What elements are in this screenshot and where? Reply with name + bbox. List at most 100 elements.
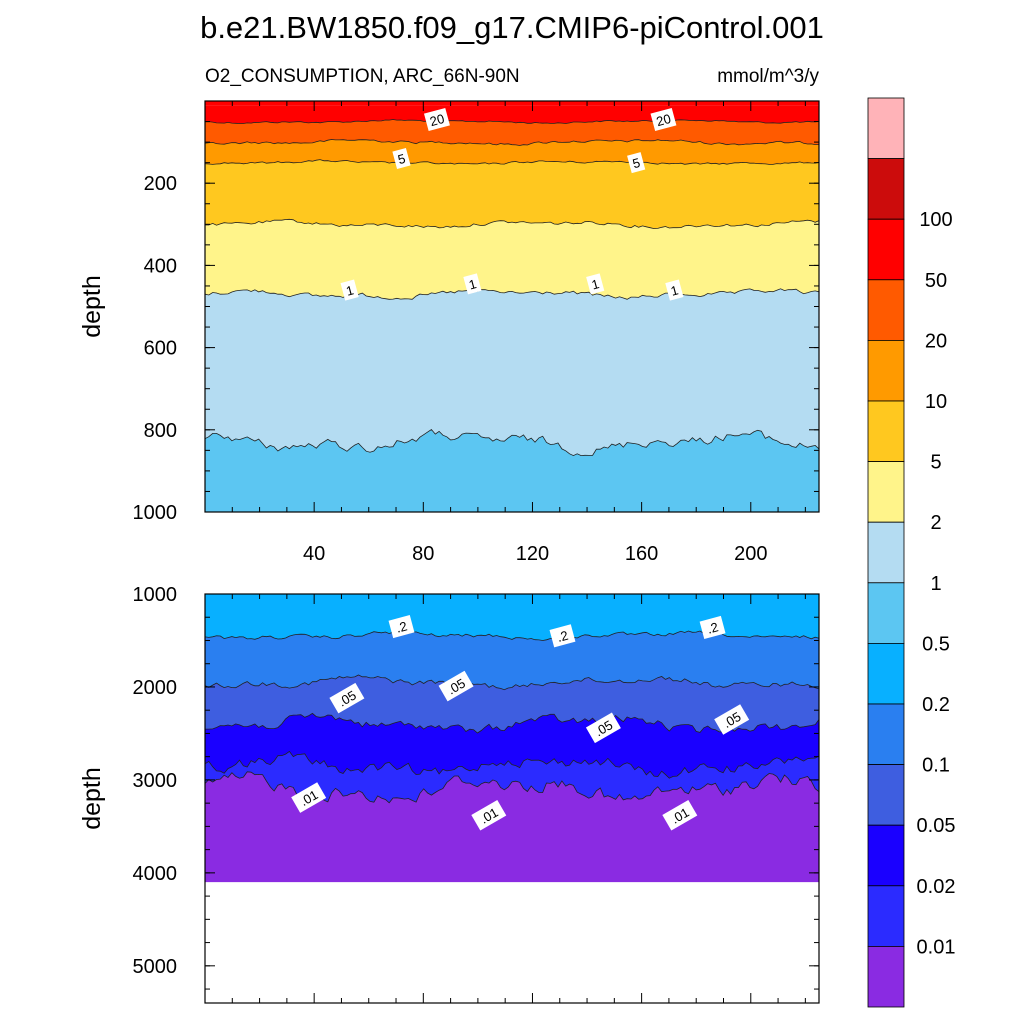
x-tick-label: 40 — [303, 543, 325, 565]
contour-label-box — [329, 682, 365, 714]
contour-label-box — [424, 107, 450, 132]
y-tick-label: 200 — [144, 173, 177, 195]
y-tick-label: 2000 — [133, 677, 178, 699]
colorbar-box — [867, 279, 905, 341]
contour-label-text: 5 — [631, 155, 642, 171]
contour-label: 1 — [586, 273, 605, 295]
contour-label: .05 — [438, 670, 474, 702]
contour-band-top — [205, 101, 819, 106]
figure-title: b.e21.BW1850.f09_g17.CMIP6-piControl.001 — [200, 10, 824, 45]
contour-band-0.1 — [205, 631, 819, 690]
contour-label: 5 — [627, 152, 646, 174]
colorbar-label: 0.1 — [922, 755, 950, 777]
colorbar-label: 0.05 — [917, 815, 956, 837]
colorbar-box — [867, 824, 905, 887]
contour-label-text: .2 — [555, 628, 569, 645]
contour-label-text: 1 — [590, 276, 601, 292]
panel-units-label: mmol/m^3/y — [717, 66, 819, 87]
contour-line — [204, 428, 820, 457]
colorbar-box — [867, 643, 905, 705]
contour-label-box — [586, 273, 605, 295]
colorbar-box — [867, 461, 905, 523]
contour-label-box — [463, 273, 482, 295]
colorbar-box — [867, 946, 905, 1008]
contour-band-1 — [205, 288, 819, 456]
contour-label-box — [549, 624, 576, 648]
contour-label-box — [471, 799, 507, 831]
contour-label-text: 1 — [669, 282, 680, 298]
colorbar-box — [867, 764, 905, 826]
y-tick-label: 1000 — [133, 502, 178, 524]
contour-label-text: 5 — [396, 151, 407, 167]
contour-band-0.02 — [205, 713, 819, 779]
x-tick-label: 160 — [625, 543, 658, 565]
y-tick-label: 1000 — [133, 584, 178, 606]
colorbar-box — [867, 885, 905, 947]
contour-label: .2 — [388, 614, 415, 639]
contour-line — [205, 712, 820, 734]
contour-band-5 — [205, 159, 819, 229]
contour-label-text: .2 — [706, 619, 720, 636]
contour-band-0.2 — [205, 594, 819, 641]
colorbar-label: 20 — [925, 330, 947, 352]
x-tick-label: 80 — [412, 543, 434, 565]
contour-line — [204, 288, 820, 300]
colorbar-box — [867, 158, 905, 220]
contour-label: .2 — [549, 624, 576, 648]
contour-label: .01 — [291, 782, 327, 813]
y-tick-label: 600 — [144, 338, 177, 360]
contour-label: 1 — [463, 273, 482, 295]
y-tick-label: 4000 — [133, 863, 178, 885]
colorbar-label: 0.02 — [917, 876, 956, 898]
contour-label-box — [714, 704, 750, 735]
contour-band-0.5 — [205, 429, 819, 512]
contour-label-box — [627, 152, 646, 174]
contour-label-box — [340, 279, 359, 301]
colorbar-box — [867, 400, 905, 462]
contour-label: .05 — [329, 682, 365, 714]
contour-label: 20 — [424, 107, 450, 132]
lower-panel: 1000 2000 3000 4000 5000 depth .2 .2 .2 .05 .05 .05… — [78, 584, 820, 1004]
colorbar-label: 10 — [925, 391, 947, 413]
contour-label-box — [585, 712, 621, 744]
contour-label: .05 — [714, 704, 750, 735]
colorbar-box — [867, 218, 905, 281]
y-tick-label: 400 — [144, 255, 177, 277]
colorbar-label: 1 — [930, 573, 941, 595]
contour-label-text: 20 — [428, 111, 446, 129]
colorbar-label: 0.5 — [922, 633, 950, 655]
upper-panel: 200 400 600 800 1000 40 80 120 160 200 depth 20 20 5 5… — [78, 100, 820, 565]
contour-label-box — [650, 107, 677, 132]
y-tick-label: 5000 — [133, 956, 178, 978]
contour-band-<0.01 — [205, 771, 819, 883]
contour-label-text: 1 — [467, 276, 478, 292]
contour-label: 1 — [665, 279, 684, 301]
plot-frame — [204, 593, 820, 1004]
colorbar: 100 50 20 10 5 2 1 0.5 0.2 0.1 0.05 0.02 0.01 — [867, 97, 956, 1008]
colorbar-label: 5 — [930, 452, 941, 474]
colorbar-box — [867, 521, 905, 584]
contour-label: .01 — [662, 799, 698, 831]
contour-label: .2 — [699, 615, 726, 640]
y-axis-label: depth — [78, 275, 106, 338]
contour-band-2 — [205, 219, 819, 300]
colorbar-label: 100 — [919, 209, 952, 231]
y-axis-label: depth — [78, 767, 106, 830]
y-tick-label: 800 — [144, 420, 177, 442]
contour-line — [204, 139, 819, 146]
contour-label-text: 20 — [655, 111, 673, 129]
colorbar-box — [867, 97, 905, 159]
contour-line — [204, 750, 820, 779]
colorbar-label: 0.2 — [922, 694, 950, 716]
x-tick-label: 200 — [734, 543, 767, 565]
contour-label-box — [662, 799, 698, 831]
colorbar-box — [867, 339, 905, 402]
contour-band-10 — [205, 139, 819, 165]
contour-line — [205, 218, 820, 230]
contour-label: 20 — [650, 107, 677, 132]
contour-label-box — [291, 782, 327, 813]
x-tick-label: 120 — [516, 543, 549, 565]
colorbar-label: 50 — [925, 270, 947, 292]
colorbar-box — [867, 703, 905, 765]
